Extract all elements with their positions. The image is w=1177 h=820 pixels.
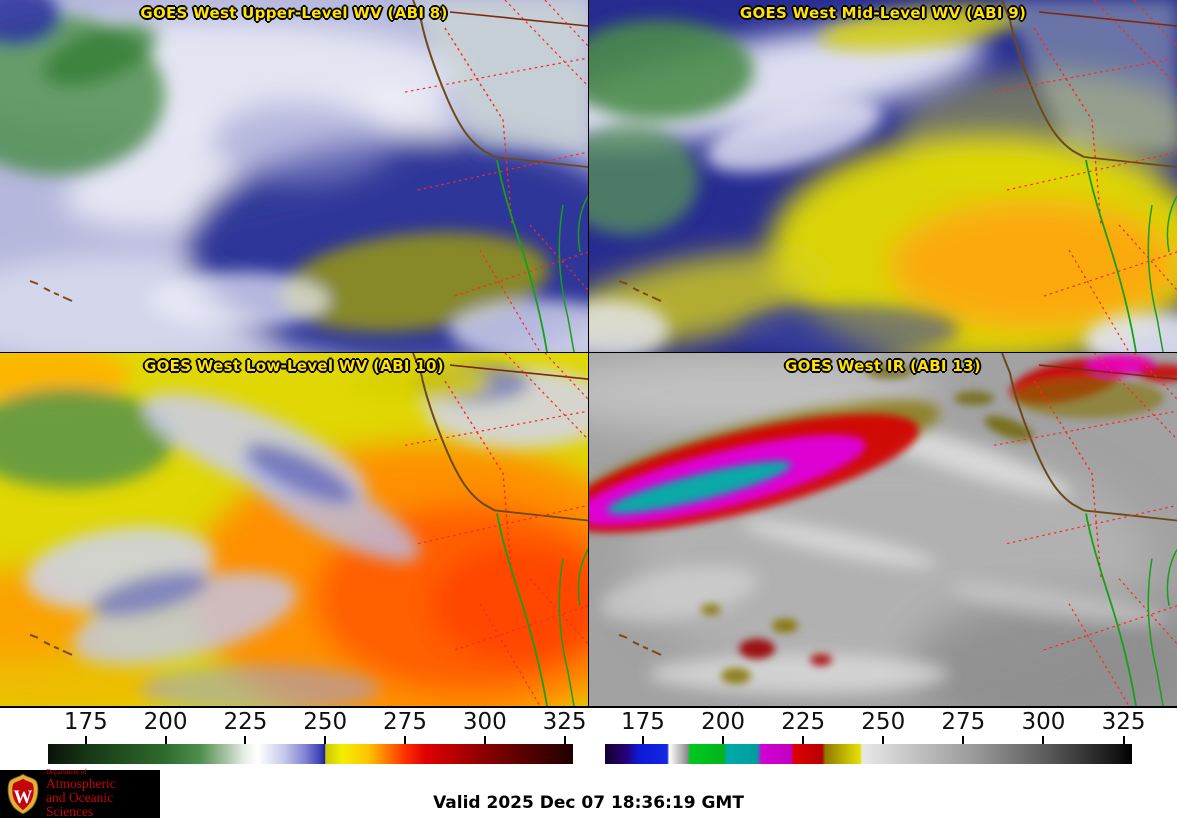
colorbar-tick-mark xyxy=(563,736,566,744)
colorbar-tick-label: 300 xyxy=(462,709,507,735)
logo-name-line1: Atmospheric xyxy=(46,776,116,792)
wv-colorbar-labels: 175 200 225 250 275 300 325 xyxy=(48,709,587,736)
colorbar-tick-mark xyxy=(802,736,805,744)
ir-colorbar: 175 200 225 250 275 300 325 xyxy=(605,708,1146,770)
panel-title-upper-wv: GOES West Upper-Level WV (ABI 8) xyxy=(140,4,448,22)
colorbar-tick-label: 225 xyxy=(223,709,268,735)
ir-colorbar-gradient xyxy=(605,744,1132,764)
ir-colorbar-labels: 175 200 225 250 275 300 325 xyxy=(605,709,1146,736)
colorbar-tick-label: 200 xyxy=(701,709,745,735)
ir-image xyxy=(589,353,1177,706)
colorbar-tick-mark xyxy=(962,736,965,744)
panel-title-mid-wv: GOES West Mid-Level WV (ABI 9) xyxy=(739,4,1027,22)
panel-low-level-wv: GOES West Low-Level WV (ABI 10) xyxy=(0,353,588,706)
colorbar-tick-mark xyxy=(404,736,406,744)
colorbar-tick-label: 175 xyxy=(63,709,108,735)
colorbar-tick-label: 200 xyxy=(143,709,188,735)
colorbar-tick-mark xyxy=(244,736,247,744)
low-level-wv-image xyxy=(0,353,588,706)
panel-title-ir: GOES West IR (ABI 13) xyxy=(785,357,981,375)
ir-colorbar-ticks xyxy=(605,736,1132,744)
colorbar-tick-mark xyxy=(722,736,725,744)
mid-level-wv-image xyxy=(589,0,1177,352)
colorbar-tick-label: 325 xyxy=(1101,709,1146,735)
colorbar-tick-label: 250 xyxy=(861,709,906,735)
logo-dept-line: Department of xyxy=(46,768,87,777)
colorbar-tick-label: 225 xyxy=(781,709,826,735)
colorbar-tick-label: 275 xyxy=(941,709,986,735)
colorbar-tick-mark xyxy=(1042,736,1045,744)
wv-colorbar-ticks xyxy=(48,736,573,744)
aos-logo-text: Department of Atmospheric and Oceanic Sc… xyxy=(46,768,160,819)
satellite-panel-grid: GOES West Upper-Level WV (ABI 8) xyxy=(0,0,1177,708)
uw-crest-icon: W xyxy=(7,773,39,815)
panel-mid-level-wv: GOES West Mid-Level WV (ABI 9) xyxy=(589,0,1177,352)
colorbar-tick-mark xyxy=(483,736,486,744)
panel-title-low-wv: GOES West Low-Level WV (ABI 10) xyxy=(144,357,444,375)
colorbar-tick-mark xyxy=(324,736,327,744)
valid-time: Valid 2025 Dec 07 18:36:19 GMT xyxy=(433,793,744,813)
colorbar-tick-mark xyxy=(164,736,167,744)
wv-colorbar: 175 200 225 250 275 300 325 xyxy=(48,708,587,770)
logo-name-line2: and Oceanic Sciences xyxy=(46,790,114,819)
colorbar-tick-label: 325 xyxy=(542,709,587,735)
colorbar-tick-label: 275 xyxy=(383,709,427,735)
svg-text:W: W xyxy=(14,787,33,808)
legend-row: 175 200 225 250 275 300 325 175 200 225 250 275 300… xyxy=(0,708,1177,770)
colorbar-tick-mark xyxy=(84,736,87,744)
aos-logo: W Department of Atmospheric and Oceanic … xyxy=(0,768,160,819)
wv-colorbar-gradient xyxy=(48,744,573,764)
upper-level-wv-image xyxy=(0,0,588,352)
colorbar-tick-label: 175 xyxy=(620,709,665,735)
colorbar-tick-label: 300 xyxy=(1021,709,1066,735)
panel-upper-level-wv: GOES West Upper-Level WV (ABI 8) xyxy=(0,0,588,352)
colorbar-tick-mark xyxy=(1122,736,1125,744)
colorbar-tick-mark xyxy=(641,736,644,744)
colorbar-tick-mark xyxy=(882,736,885,744)
colorbar-tick-label: 250 xyxy=(303,709,348,735)
panel-ir: GOES West IR (ABI 13) xyxy=(589,353,1177,706)
